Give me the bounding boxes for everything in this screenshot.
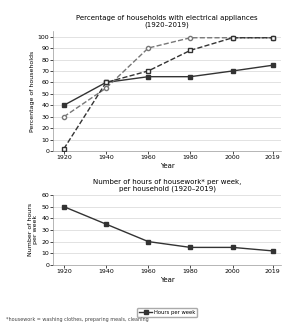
Title: Percentage of households with electrical appliances
(1920–2019): Percentage of households with electrical… — [76, 15, 258, 28]
Title: Number of hours of housework* per week,
per household (1920–2019): Number of hours of housework* per week, … — [93, 179, 242, 192]
X-axis label: Year: Year — [160, 163, 175, 169]
X-axis label: Year: Year — [160, 277, 175, 283]
Y-axis label: Percentage of households: Percentage of households — [30, 50, 35, 132]
Legend: Hours per week: Hours per week — [137, 307, 197, 317]
Y-axis label: Number of hours
per week: Number of hours per week — [28, 203, 38, 256]
Legend: Washing machine, Refrigerator, Vacuum cleaner: Washing machine, Refrigerator, Vacuum cl… — [80, 207, 255, 216]
Text: *housework = washing clothes, preparing meals, cleaning: *housework = washing clothes, preparing … — [6, 317, 149, 322]
